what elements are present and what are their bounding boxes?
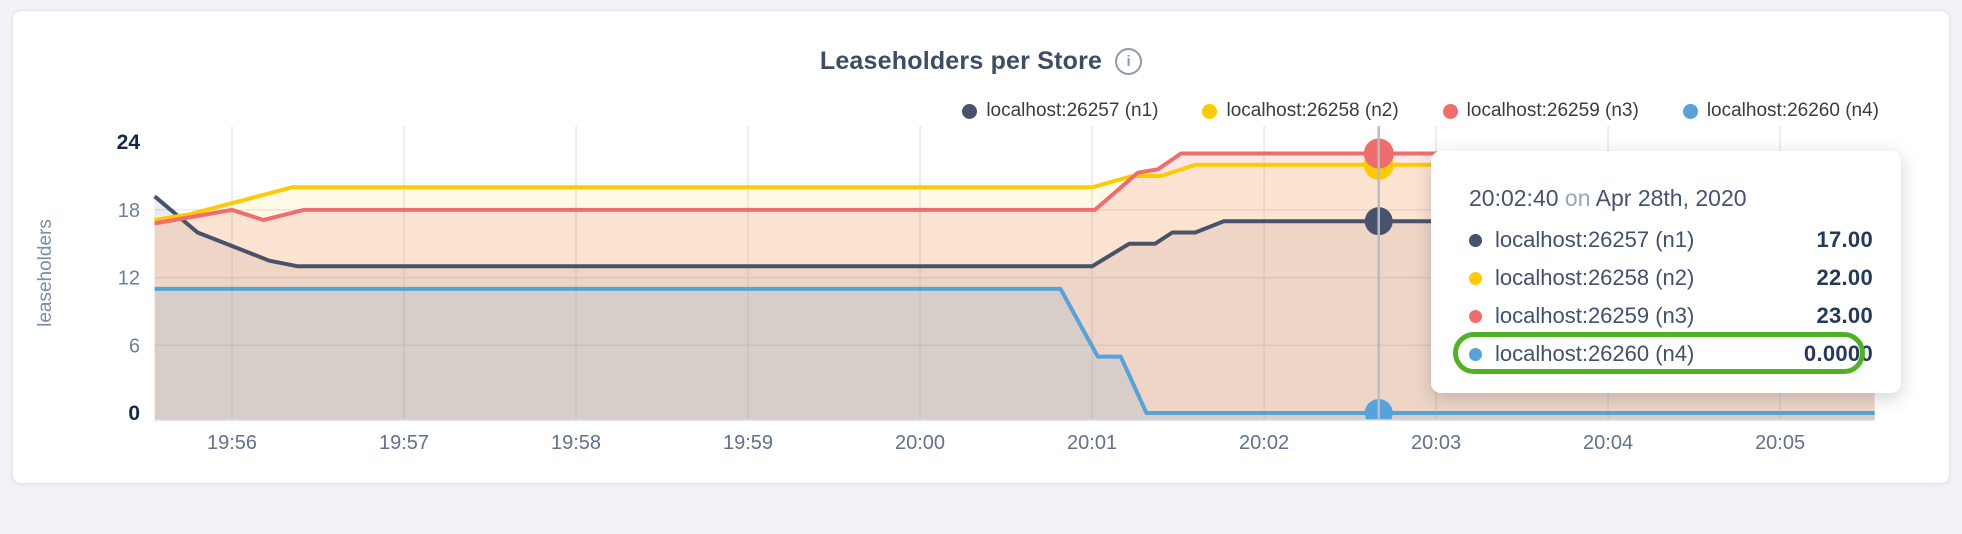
series-dot-icon [1469, 347, 1482, 361]
tooltip-conjunction: on [1564, 185, 1591, 211]
tooltip-row-value: 22.00 [1816, 265, 1873, 290]
tooltip-row-label: localhost:26258 (n2) [1495, 265, 1695, 290]
tooltip-row-highlighted: localhost:26260 (n4) 0.0000 [1469, 335, 1873, 373]
series-line [154, 162, 1875, 222]
x-axis-tick-label: 20:01 [1067, 432, 1117, 454]
info-icon[interactable]: i [1115, 48, 1143, 75]
x-axis-tick-label: 20:05 [1755, 432, 1805, 454]
series-dot-icon [1469, 271, 1482, 285]
tooltip-row-label: localhost:26260 (n4) [1495, 341, 1695, 366]
series-dot-icon [1469, 309, 1482, 323]
legend-item-n4: localhost:26260 (n4) [1682, 100, 1879, 122]
tooltip-row-label: localhost:26257 (n1) [1495, 227, 1695, 252]
hover-tooltip: 20:02:40 on Apr 28th, 2020 localhost:262… [1431, 151, 1901, 393]
legend-label: localhost:26259 (n3) [1466, 100, 1639, 121]
series-line [154, 286, 1875, 415]
x-axis-tick-label: 19:58 [551, 432, 601, 454]
series-dot-icon [1202, 103, 1218, 119]
series-dot-icon [1469, 233, 1482, 247]
tooltip-row-value: 0.0000 [1803, 341, 1873, 366]
tooltip-date: Apr 28th, 2020 [1595, 185, 1747, 211]
tooltip-time: 20:02:40 [1469, 185, 1559, 211]
chart-title: Leaseholders per Store [819, 47, 1103, 75]
tooltip-row: localhost:26257 (n1) 17.00 [1469, 221, 1873, 259]
series-dot-icon [1442, 103, 1458, 119]
tooltip-row: localhost:26259 (n3) 23.00 [1469, 297, 1873, 335]
series-dot-icon [962, 103, 978, 119]
legend-label: localhost:26260 (n4) [1706, 100, 1879, 121]
x-axis-tick-label: 19:56 [207, 432, 257, 454]
chart-card: Leaseholders per Store i localhost:26257… [12, 10, 1950, 484]
legend-item-n2: localhost:26258 (n2) [1202, 100, 1399, 122]
x-axis-tick-label: 20:00 [895, 432, 945, 454]
series-line [153, 194, 1875, 269]
legend-label: localhost:26257 (n1) [986, 100, 1159, 121]
legend-item-n1: localhost:26257 (n1) [962, 100, 1158, 122]
x-axis-tick-label: 20:03 [1411, 432, 1461, 454]
series-area [154, 288, 1875, 420]
y-axis-title: leaseholders [35, 219, 56, 327]
tooltip-row-label: localhost:26259 (n3) [1495, 303, 1695, 328]
y-axis-tick-label: 24 [117, 131, 141, 154]
legend-label: localhost:26258 (n2) [1226, 100, 1399, 121]
series-line [154, 151, 1875, 226]
tooltip-row-value: 17.00 [1816, 227, 1873, 252]
x-axis-tick-label: 20:02 [1239, 432, 1289, 454]
chart-header: Leaseholders per Store i [13, 47, 1949, 76]
legend-item-n3: localhost:26259 (n3) [1442, 100, 1639, 122]
x-axis-tick-label: 19:57 [379, 432, 429, 454]
y-axis-tick-label: 0 [128, 402, 140, 425]
legend: localhost:26257 (n1) localhost:26258 (n2… [962, 100, 1879, 122]
x-axis-tick-label: 19:59 [723, 432, 773, 454]
y-axis-tick-label: 18 [118, 200, 140, 222]
tooltip-row: localhost:26258 (n2) 22.00 [1469, 259, 1873, 297]
y-axis-tick-label: 12 [118, 268, 140, 290]
tooltip-row-value: 23.00 [1816, 303, 1873, 328]
x-axis-tick-label: 20:04 [1583, 432, 1633, 454]
series-dot-icon [1682, 103, 1698, 119]
y-axis-tick-label: 6 [129, 335, 140, 357]
tooltip-timestamp: 20:02:40 on Apr 28th, 2020 [1469, 185, 1873, 221]
